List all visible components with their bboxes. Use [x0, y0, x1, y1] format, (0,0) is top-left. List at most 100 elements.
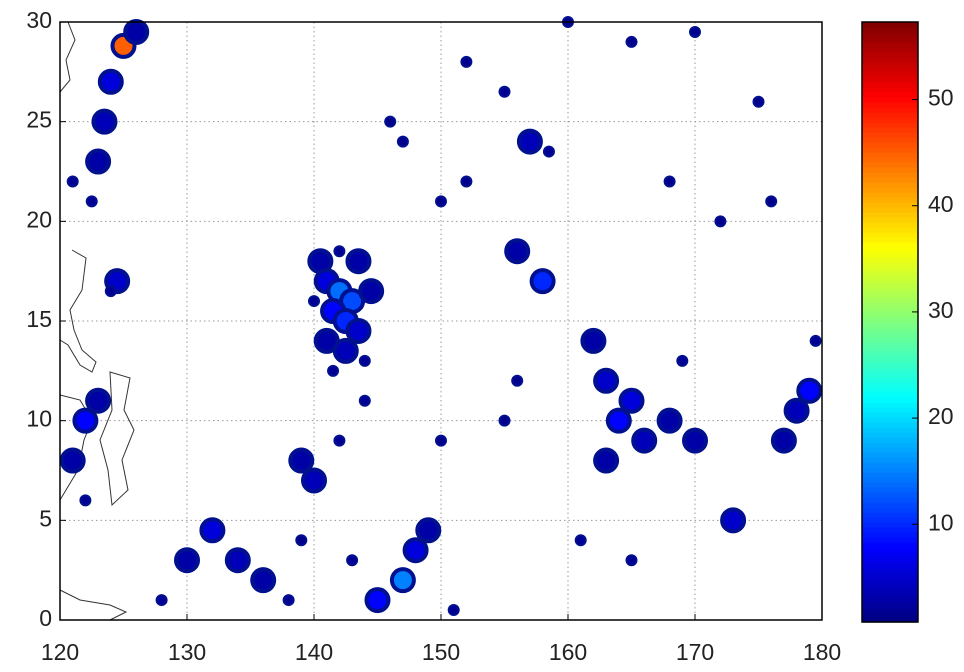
- rain-cell: [345, 317, 372, 344]
- colorbar-segment: [862, 587, 918, 593]
- colorbar-segment: [862, 127, 918, 133]
- colorbar-tick-label: 10: [928, 509, 954, 535]
- colorbar-segment: [862, 287, 918, 293]
- rain-cell: [174, 547, 200, 574]
- colorbar-segment: [862, 412, 918, 418]
- x-tick-label: 130: [168, 639, 206, 665]
- rain-cell: [332, 337, 359, 364]
- rain-cell: [85, 195, 98, 208]
- colorbar-segment: [862, 502, 918, 508]
- coastline: [59, 21, 135, 621]
- rain-cell: [770, 427, 797, 454]
- rain-cell: [593, 367, 620, 394]
- colorbar-tick-label: 50: [928, 85, 954, 111]
- colorbar-segment: [862, 187, 918, 193]
- colorbar-segment: [862, 617, 918, 623]
- colorbar-segment: [862, 397, 918, 403]
- colorbar-segment: [862, 157, 918, 163]
- rain-cell: [720, 507, 747, 534]
- colorbar-segment: [862, 602, 918, 608]
- colorbar-segment: [862, 87, 918, 93]
- colorbar-segment: [862, 532, 918, 538]
- rain-cell: [796, 377, 823, 404]
- colorbar-segment: [862, 427, 918, 433]
- colorbar-segment: [862, 537, 918, 543]
- rain-cell: [498, 414, 511, 427]
- colorbar-segment: [862, 122, 918, 128]
- colorbar-segment: [862, 217, 918, 223]
- rain-cell: [384, 115, 397, 128]
- colorbar-segment: [862, 372, 918, 378]
- colorbar-segment: [862, 132, 918, 138]
- colorbar-segment: [862, 77, 918, 83]
- rain-cell: [199, 517, 226, 544]
- colorbar: 10 20 30 40 50: [862, 22, 954, 623]
- rain-cell: [396, 135, 409, 148]
- rain-cell: [282, 594, 295, 607]
- rain-cell: [663, 175, 676, 188]
- colorbar-segment: [862, 227, 918, 233]
- rain-cell: [498, 85, 511, 98]
- rain-cell: [435, 195, 447, 208]
- rain-cell: [625, 35, 638, 48]
- colorbar-segment: [862, 572, 918, 578]
- colorbar-segment: [862, 237, 918, 243]
- colorbar-segment: [862, 272, 918, 278]
- axes: 120 130 140 150 160 170 180 0 5 10 15 20 25 30: [26, 7, 841, 665]
- coast-line: [59, 589, 128, 621]
- colorbar-segment: [862, 72, 918, 78]
- colorbar-segment: [862, 367, 918, 373]
- colorbar-segment: [862, 497, 918, 503]
- colorbar-segment: [862, 82, 918, 88]
- coast-line: [59, 21, 76, 93]
- colorbar-segment: [862, 432, 918, 438]
- rain-cell: [327, 364, 340, 377]
- colorbar-segment: [862, 142, 918, 148]
- colorbar-segment: [862, 302, 918, 308]
- rain-cell: [358, 278, 385, 305]
- rain-cell: [345, 248, 372, 275]
- colorbar-segment: [862, 282, 918, 288]
- colorbar-segment: [862, 277, 918, 283]
- rain-cell: [224, 547, 251, 574]
- colorbar-segment: [862, 182, 918, 188]
- rain-cell: [516, 128, 543, 155]
- rain-cell: [389, 567, 416, 594]
- rain-cell: [79, 494, 92, 507]
- rain-cell: [66, 175, 79, 188]
- colorbar-segment: [862, 357, 918, 363]
- colorbar-tick-label: 40: [928, 191, 954, 217]
- colorbar-segment: [862, 197, 918, 203]
- colorbar-segment: [862, 362, 918, 368]
- colorbar-segment: [862, 267, 918, 273]
- colorbar-segment: [862, 117, 918, 123]
- colorbar-segment: [862, 542, 918, 548]
- colorbar-segment: [862, 62, 918, 68]
- colorbar-segment: [862, 482, 918, 488]
- colorbar-segment: [862, 252, 918, 258]
- rain-cell: [542, 145, 555, 158]
- colorbar-segment: [862, 207, 918, 213]
- colorbar-segment: [862, 147, 918, 153]
- rain-cell: [460, 55, 473, 68]
- colorbar-segment: [862, 247, 918, 253]
- colorbar-segment: [862, 102, 918, 108]
- rain-cell: [580, 327, 607, 354]
- rain-cell: [511, 374, 524, 387]
- colorbar-segment: [862, 592, 918, 598]
- colorbar-segment: [862, 422, 918, 428]
- colorbar-segment: [862, 57, 918, 63]
- colorbar-segment: [862, 27, 918, 33]
- colorbar-segment: [862, 137, 918, 143]
- colorbar-segment: [862, 232, 918, 238]
- colorbar-segment: [862, 522, 918, 528]
- colorbar-segment: [862, 567, 918, 573]
- colorbar-segment: [862, 177, 918, 183]
- x-tick-label: 150: [422, 639, 460, 665]
- colorbar-segment: [862, 162, 918, 168]
- colorbar-segment: [862, 477, 918, 483]
- colorbar-segment: [862, 612, 918, 618]
- rain-cell: [250, 567, 277, 594]
- data-layer: [59, 16, 823, 617]
- rain-cell: [714, 215, 727, 228]
